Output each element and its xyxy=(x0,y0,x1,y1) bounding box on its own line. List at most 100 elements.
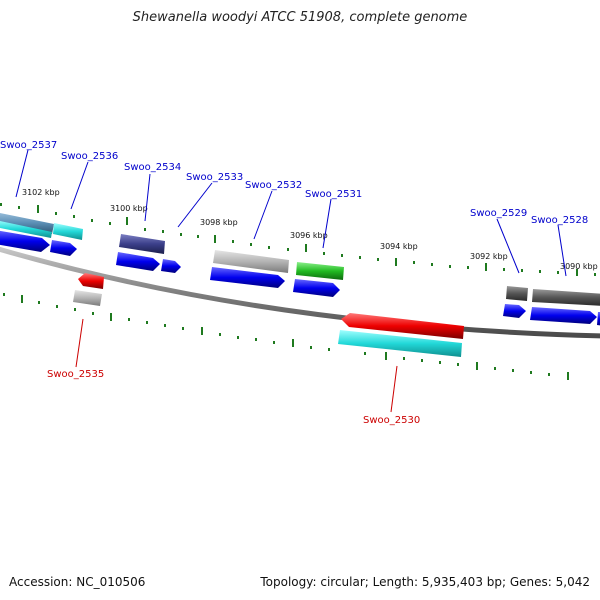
tick xyxy=(594,273,596,276)
cds-arrow xyxy=(341,313,464,339)
feature-bar xyxy=(213,250,289,273)
gene-label-swoo-2528: Swoo_2528 xyxy=(531,215,588,226)
tick xyxy=(494,367,496,370)
scale-label: 3100 kbp xyxy=(110,204,148,213)
feature-bar xyxy=(296,262,344,280)
tick xyxy=(18,206,20,209)
scale-label: 3094 kbp xyxy=(380,242,418,251)
tick xyxy=(38,301,40,304)
tick xyxy=(521,269,523,272)
tick xyxy=(197,235,199,238)
tick xyxy=(110,313,112,321)
leader-line xyxy=(70,161,89,210)
tick xyxy=(92,312,94,315)
feature-bar xyxy=(506,286,528,301)
reverse-cog-features xyxy=(73,290,462,357)
feature-bar xyxy=(0,221,52,238)
feature-bar xyxy=(338,330,462,357)
tick xyxy=(539,270,541,273)
tick xyxy=(328,348,330,351)
scale-label: 3098 kbp xyxy=(200,218,238,227)
leader-line xyxy=(253,190,273,240)
tick xyxy=(310,346,312,349)
leader-line xyxy=(15,149,29,198)
scale-label: 3092 kbp xyxy=(470,252,508,261)
scale-label: 3102 kbp xyxy=(22,188,60,197)
tick xyxy=(385,352,387,360)
cds-arrow xyxy=(78,273,104,289)
tick xyxy=(287,248,289,251)
forward-cog-features xyxy=(0,213,600,306)
tick xyxy=(182,327,184,330)
feature-bar xyxy=(0,213,54,234)
tick xyxy=(341,254,343,257)
leader-line xyxy=(390,365,398,413)
topology-text: Topology: circular; Length: 5,935,403 bp… xyxy=(260,575,590,589)
feature-bar xyxy=(53,223,83,240)
tick xyxy=(126,217,128,225)
gene-label-swoo-2529: Swoo_2529 xyxy=(470,208,527,219)
tick xyxy=(56,305,58,308)
gene-label-swoo-2533: Swoo_2533 xyxy=(186,172,243,183)
tick xyxy=(530,371,532,374)
gene-label-swoo-2537: Swoo_2537 xyxy=(0,140,57,151)
tick xyxy=(548,373,550,376)
feature-bar xyxy=(532,289,600,306)
cds-arrow xyxy=(210,267,285,288)
tick xyxy=(37,205,39,213)
gene-labels: Swoo_2537 Swoo_2536 Swoo_2534 Swoo_2533 … xyxy=(0,140,588,426)
feature-bar xyxy=(73,290,102,306)
leader-lines xyxy=(15,149,567,413)
tick xyxy=(395,258,397,266)
scale-label: 3090 kbp xyxy=(560,262,598,271)
tick xyxy=(431,263,433,266)
tick xyxy=(403,357,405,360)
tick xyxy=(255,338,257,341)
leader-line xyxy=(557,224,567,277)
cds-arrow xyxy=(293,279,340,297)
tick xyxy=(250,243,252,246)
tick xyxy=(359,256,361,259)
outer-ticks xyxy=(0,203,596,276)
tick xyxy=(576,269,578,276)
feature-bar xyxy=(119,234,165,254)
leader-line xyxy=(144,173,151,222)
cds-arrow xyxy=(530,307,597,324)
tick xyxy=(557,271,559,274)
cds-arrow xyxy=(116,252,160,271)
tick xyxy=(439,361,441,364)
leader-line xyxy=(177,182,213,228)
accession-text: Accession: NC_010506 xyxy=(9,575,146,589)
gene-label-swoo-2531: Swoo_2531 xyxy=(305,189,362,200)
tick xyxy=(0,203,2,206)
forward-cds-arrows xyxy=(0,230,600,326)
tick xyxy=(421,359,423,362)
gene-label-swoo-2535: Swoo_2535 xyxy=(47,369,104,380)
tick xyxy=(21,295,23,303)
tick xyxy=(485,263,487,271)
gene-label-swoo-2536: Swoo_2536 xyxy=(61,151,118,162)
tick xyxy=(413,261,415,264)
cds-arrow xyxy=(503,304,526,318)
tick xyxy=(273,341,275,344)
tick xyxy=(73,215,75,218)
cds-arrow xyxy=(161,259,181,273)
tick xyxy=(201,327,203,335)
tick xyxy=(512,369,514,372)
map-title: Shewanella woodyi ATCC 51908, complete g… xyxy=(132,10,468,25)
tick xyxy=(237,336,239,339)
tick xyxy=(74,308,76,311)
tick xyxy=(146,321,148,324)
leader-line xyxy=(322,198,332,249)
inner-ticks xyxy=(3,293,569,380)
cds-arrow xyxy=(50,240,77,256)
gene-label-swoo-2532: Swoo_2532 xyxy=(245,180,302,191)
leader-line xyxy=(496,218,520,274)
tick xyxy=(91,219,93,222)
tick xyxy=(219,333,221,336)
tick xyxy=(128,318,130,321)
tick xyxy=(567,372,569,380)
leader-line xyxy=(75,318,84,368)
tick xyxy=(3,293,5,296)
